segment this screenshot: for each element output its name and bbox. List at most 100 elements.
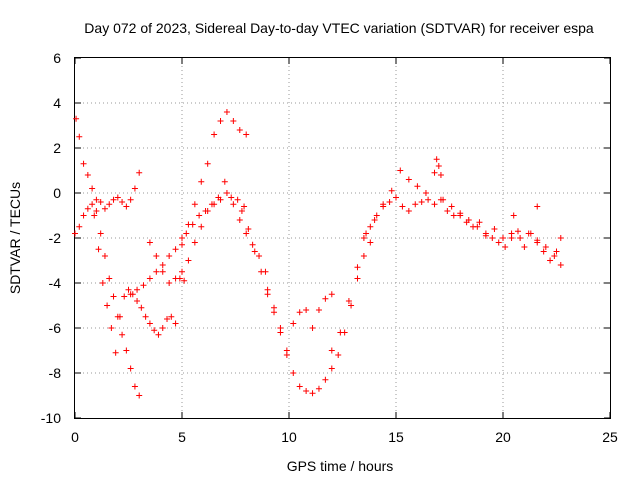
data-point xyxy=(476,219,483,226)
data-point xyxy=(168,313,175,320)
data-point xyxy=(146,239,153,246)
data-point xyxy=(510,212,517,219)
series-track-g xyxy=(238,208,374,397)
data-point xyxy=(502,244,509,250)
data-point xyxy=(101,205,108,212)
data-point xyxy=(264,291,271,298)
data-point xyxy=(172,275,179,282)
data-point xyxy=(238,208,245,214)
data-point xyxy=(127,196,134,203)
data-points xyxy=(72,109,564,399)
data-point xyxy=(142,313,149,320)
data-point xyxy=(121,293,128,300)
data-point xyxy=(557,235,564,241)
y-tick-label: 0 xyxy=(53,185,61,201)
data-point xyxy=(243,131,250,138)
data-point xyxy=(101,253,108,259)
data-point xyxy=(412,201,419,208)
data-point xyxy=(527,230,534,237)
data-point xyxy=(249,241,256,248)
data-point xyxy=(215,194,222,201)
data-point xyxy=(93,196,100,203)
data-point xyxy=(457,212,464,219)
data-point xyxy=(185,257,192,264)
data-point xyxy=(251,248,258,255)
data-point xyxy=(534,239,541,246)
series-track-c xyxy=(91,212,188,356)
data-point xyxy=(136,169,143,176)
y-tick-label: -10 xyxy=(41,410,61,426)
data-point xyxy=(146,275,153,282)
data-point xyxy=(131,185,138,192)
data-point xyxy=(448,203,455,210)
data-point xyxy=(399,203,406,210)
data-point xyxy=(166,253,173,259)
data-point xyxy=(309,325,316,331)
data-point xyxy=(134,286,141,293)
data-point xyxy=(99,280,106,286)
data-point xyxy=(76,133,83,140)
data-point xyxy=(283,352,290,358)
series-track-h xyxy=(264,291,335,358)
data-point xyxy=(179,235,185,241)
data-point xyxy=(397,167,404,174)
data-point xyxy=(290,370,297,376)
data-point xyxy=(166,280,173,286)
data-point xyxy=(106,275,113,282)
data-point xyxy=(140,282,147,289)
series-track-d xyxy=(127,109,250,298)
data-point xyxy=(73,115,80,122)
data-point xyxy=(72,230,78,237)
data-point xyxy=(183,230,190,237)
data-point xyxy=(551,253,558,259)
data-point xyxy=(345,298,352,304)
y-tick-label: 6 xyxy=(53,50,61,66)
data-point xyxy=(223,190,230,196)
data-point xyxy=(106,201,113,208)
data-point xyxy=(470,223,477,230)
data-point xyxy=(414,183,421,190)
data-point xyxy=(234,196,241,203)
data-point xyxy=(228,194,235,201)
data-point xyxy=(104,302,111,309)
data-point xyxy=(437,172,444,178)
data-point xyxy=(136,392,143,399)
data-point xyxy=(196,212,203,219)
data-point xyxy=(97,199,104,205)
data-point xyxy=(360,253,367,259)
data-point xyxy=(112,349,119,356)
data-point xyxy=(172,320,179,327)
x-tick-label: 25 xyxy=(602,429,618,445)
x-tick-label: 20 xyxy=(495,429,511,445)
data-point xyxy=(309,390,316,397)
data-point xyxy=(435,163,442,169)
data-point xyxy=(296,309,303,316)
data-point xyxy=(189,221,196,228)
data-point xyxy=(134,298,141,304)
data-point xyxy=(179,241,185,248)
x-tick-label: 0 xyxy=(71,429,79,445)
y-tick-label: -6 xyxy=(49,320,62,336)
data-point xyxy=(354,264,361,271)
data-point xyxy=(191,201,198,208)
data-point xyxy=(123,203,130,210)
data-point xyxy=(191,239,198,246)
y-tick-label: -8 xyxy=(49,365,62,381)
data-point xyxy=(388,187,395,194)
y-axis-label: SDTVAR / TECUs xyxy=(7,182,23,294)
data-point xyxy=(181,277,188,284)
data-point xyxy=(125,286,132,293)
data-point xyxy=(508,235,515,241)
data-point xyxy=(363,230,370,237)
data-point xyxy=(217,118,224,124)
data-point xyxy=(236,127,243,133)
data-point xyxy=(534,203,541,210)
data-point xyxy=(159,262,166,268)
data-point xyxy=(241,203,248,210)
data-point xyxy=(296,383,303,390)
data-point xyxy=(315,385,322,392)
data-point xyxy=(277,329,284,336)
data-point xyxy=(110,196,117,203)
data-point xyxy=(198,178,205,185)
data-point xyxy=(271,309,278,316)
